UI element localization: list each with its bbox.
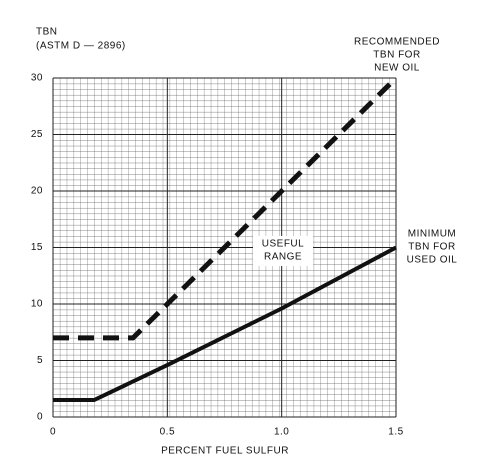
annotation: MINIMUM: [408, 229, 457, 240]
annotation: NEW OIL: [374, 63, 420, 74]
label-background: [253, 236, 313, 266]
x-axis-title: PERCENT FUEL SULFUR: [161, 446, 289, 457]
y-axis-title: TBN: [36, 27, 58, 38]
y-tick-label: 5: [37, 355, 43, 366]
y-tick-label: 30: [31, 73, 43, 84]
y-tick-label: 0: [37, 412, 43, 423]
y-tick-label: 10: [31, 299, 43, 310]
annotation: RECOMMENDED: [354, 37, 440, 48]
annotation: USED OIL: [407, 255, 458, 266]
x-tick-label: 1.5: [388, 427, 403, 438]
x-tick-label: 1.0: [274, 427, 289, 438]
annotation: RANGE: [264, 252, 302, 263]
y-axis-title: (ASTM D — 2896): [36, 41, 126, 52]
x-tick-label: 0.5: [160, 427, 175, 438]
y-tick-label: 20: [31, 186, 43, 197]
annotation: TBN FOR: [373, 50, 420, 61]
y-tick-label: 25: [31, 129, 43, 140]
x-tick-label: 0: [50, 427, 56, 438]
annotation: USEFUL: [262, 239, 304, 250]
data-line: [53, 245, 397, 403]
y-tick-label: 15: [31, 242, 43, 253]
data-line: [53, 76, 398, 341]
annotation: TBN FOR: [408, 242, 455, 253]
